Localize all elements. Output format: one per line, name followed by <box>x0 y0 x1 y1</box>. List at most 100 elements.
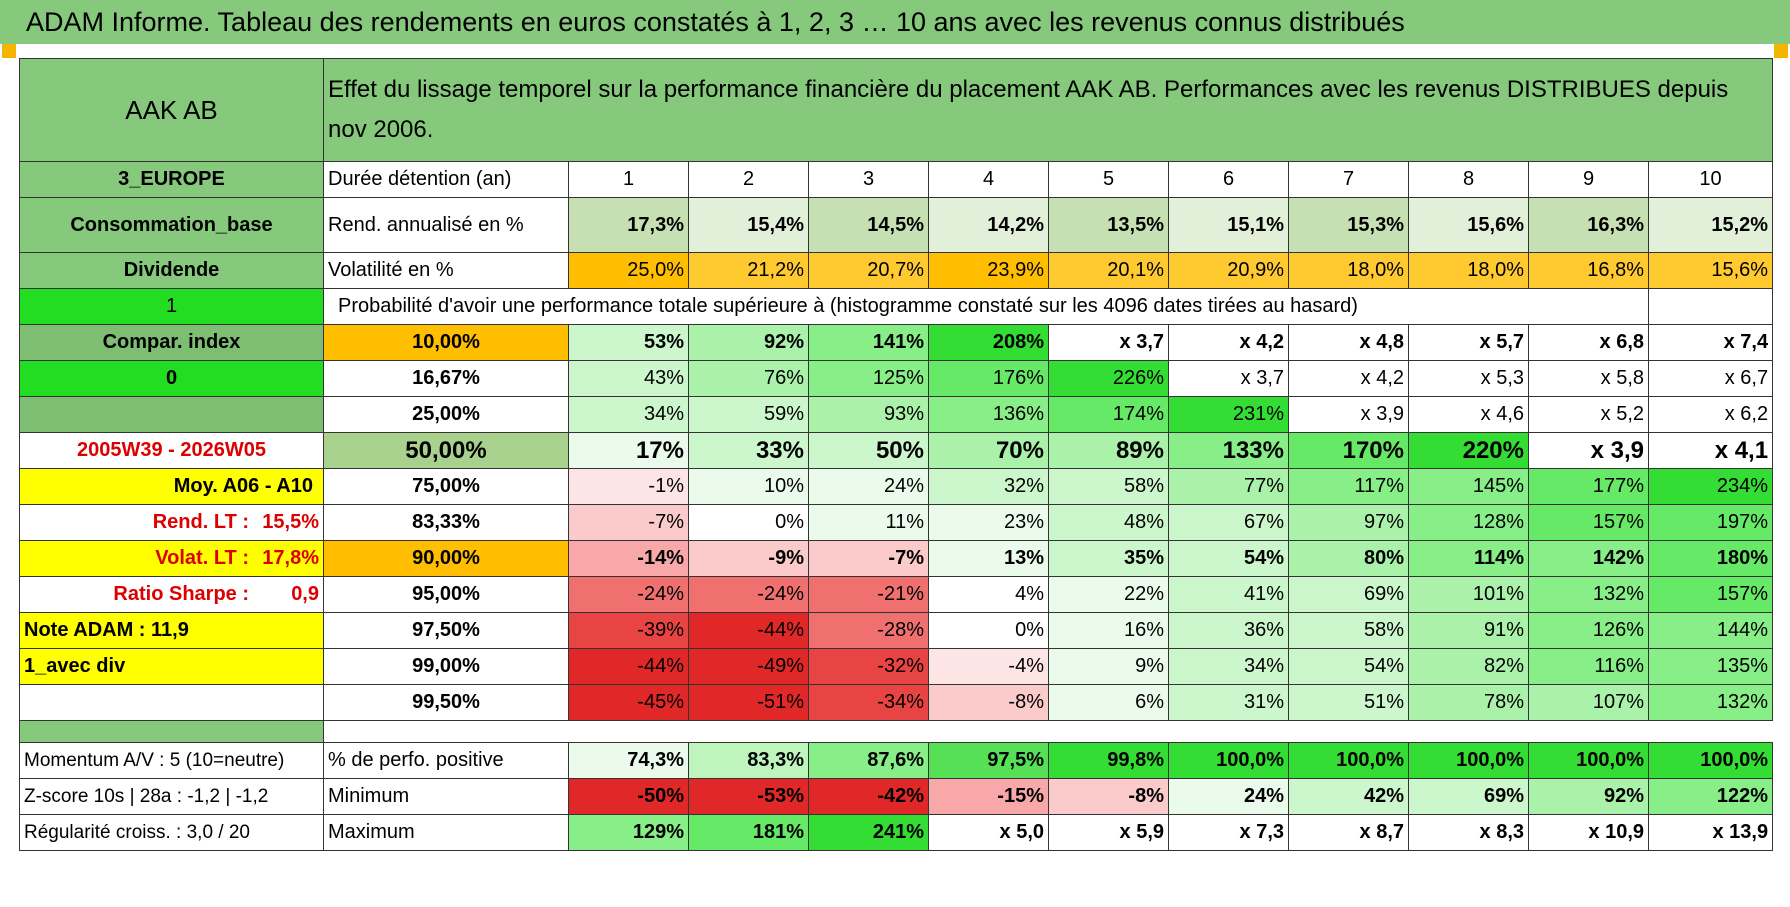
prob-value-6: 41% <box>1168 576 1289 613</box>
prob-threshold: 10,00% <box>323 324 569 361</box>
gap-cell <box>1049 721 1169 743</box>
prob-value-4: -4% <box>928 648 1049 685</box>
prob-value-6: 67% <box>1168 504 1289 541</box>
prob-value-5: 226% <box>1048 360 1169 397</box>
prob-threshold: 83,33% <box>323 504 569 541</box>
prob-threshold: 50,00% <box>323 432 569 469</box>
prob-value-4: 136% <box>928 396 1049 433</box>
prob-value-7: 97% <box>1288 504 1409 541</box>
corner-marker-right <box>1774 44 1788 58</box>
pos-value-3: 87,6% <box>808 742 929 779</box>
prob-value-6: 77% <box>1168 468 1289 505</box>
prob-value-7: 69% <box>1288 576 1409 613</box>
duration-row: 3_EUROPE Durée détention (an) 1 2 3 4 5 6 7 8 9 10 <box>19 161 1774 198</box>
prob-value-2: 92% <box>688 324 809 361</box>
year-header-9: 9 <box>1528 161 1649 198</box>
year-header-5: 5 <box>1048 161 1169 198</box>
avec-div-label: 1_avec div <box>19 648 324 685</box>
min-value-2: -53% <box>688 778 809 815</box>
prob-value-2: 76% <box>688 360 809 397</box>
min-value-7: 42% <box>1288 778 1409 815</box>
gap-green-cell <box>19 720 324 743</box>
prob-value-8: 82% <box>1408 648 1529 685</box>
prob-value-1: 17% <box>568 432 689 469</box>
gap-cell <box>1169 721 1289 743</box>
prob-row: Note ADAM : 11,9 97,50% -39% -44% -28% 0% 16% 3… <box>19 612 1774 649</box>
prob-value-9: 126% <box>1528 612 1649 649</box>
prob-value-4: 23% <box>928 504 1049 541</box>
max-row: Régularité croiss. : 3,0 / 20 Maximum 129%… <box>19 814 1774 851</box>
prob-value-9: x 6,8 <box>1528 324 1649 361</box>
min-value-8: 69% <box>1408 778 1529 815</box>
moy-label: Moy. A06 - A10 <box>19 468 324 505</box>
prob-value-8: 114% <box>1408 540 1529 577</box>
prob-value-2: 0% <box>688 504 809 541</box>
max-value-5: x 5,9 <box>1048 814 1169 851</box>
prob-threshold: 99,00% <box>323 648 569 685</box>
min-value-4: -15% <box>928 778 1049 815</box>
max-label: Maximum <box>323 814 569 851</box>
max-value-4: x 5,0 <box>928 814 1049 851</box>
sharpe: Ratio Sharpe : 0,9 <box>19 576 324 613</box>
gap-cell <box>809 721 929 743</box>
max-value-2: 181% <box>688 814 809 851</box>
min-value-1: -50% <box>568 778 689 815</box>
vol-row: Dividende Volatilité en % 25,0% 21,2% 20,7% 2… <box>19 252 1774 289</box>
rend-lt-label: Rend. LT : <box>152 511 249 533</box>
vol-value-7: 18,0% <box>1288 252 1409 289</box>
vol-value-4: 23,9% <box>928 252 1049 289</box>
gap-cell <box>324 721 569 743</box>
prob-value-3: 11% <box>808 504 929 541</box>
prob-value-8: x 5,7 <box>1408 324 1529 361</box>
pos-value-8: 100,0% <box>1408 742 1529 779</box>
prob-value-5: 58% <box>1048 468 1169 505</box>
gap-cell <box>1529 721 1649 743</box>
prob-value-9: 107% <box>1528 684 1649 721</box>
year-header-2: 2 <box>688 161 809 198</box>
vol-value-1: 25,0% <box>568 252 689 289</box>
year-header-6: 6 <box>1168 161 1289 198</box>
prob-value-1: 43% <box>568 360 689 397</box>
pos-value-10: 100,0% <box>1647 742 1774 779</box>
prob-value-6: x 3,7 <box>1168 360 1289 397</box>
prob-value-7: x 4,8 <box>1288 324 1409 361</box>
prob-value-6: 231% <box>1168 396 1289 433</box>
prob-value-1: -1% <box>568 468 689 505</box>
prob-row: 1_avec div 99,00% -44% -49% -32% -4% 9% 34% 54% 8… <box>19 648 1774 685</box>
volat-lt: Volat. LT : 17,8% <box>19 540 324 577</box>
prob-row: 25,00% 34% 59% 93% 136% 174% 231% x 3,9 x 4,6 x 5… <box>19 396 1774 433</box>
prob-value-6: x 4,2 <box>1168 324 1289 361</box>
prob-value-6: 133% <box>1168 432 1289 469</box>
prob-value-5: 9% <box>1048 648 1169 685</box>
prob-value-2: -24% <box>688 576 809 613</box>
rend-value-7: 15,3% <box>1288 197 1409 253</box>
prob-value-2: 59% <box>688 396 809 433</box>
year-header-7: 7 <box>1288 161 1409 198</box>
prob-value-7: 54% <box>1288 648 1409 685</box>
min-value-3: -42% <box>808 778 929 815</box>
region-label: 3_EUROPE <box>19 161 324 198</box>
prob-value-8: 101% <box>1408 576 1529 613</box>
min-label: Minimum <box>323 778 569 815</box>
rend-value-9: 16,3% <box>1528 197 1649 253</box>
prob-value-9: 177% <box>1528 468 1649 505</box>
prob-value-8: 145% <box>1408 468 1529 505</box>
prob-value-4: 208% <box>928 324 1049 361</box>
duration-label: Durée détention (an) <box>323 161 569 198</box>
prob-threshold: 90,00% <box>323 540 569 577</box>
year-header-1: 1 <box>568 161 689 198</box>
max-value-3: 241% <box>808 814 929 851</box>
prob-value-10: x 6,2 <box>1647 396 1774 433</box>
pos-value-5: 99,8% <box>1048 742 1169 779</box>
max-value-6: x 7,3 <box>1168 814 1289 851</box>
period-label: 2005W39 - 2026W05 <box>19 432 324 469</box>
prob-value-4: 176% <box>928 360 1049 397</box>
prob-value-10: x 6,7 <box>1647 360 1774 397</box>
gap-cell <box>929 721 1049 743</box>
prob-value-8: 128% <box>1408 504 1529 541</box>
prob-value-6: 34% <box>1168 648 1289 685</box>
prob-value-5: 48% <box>1048 504 1169 541</box>
year-header-10: 10 <box>1647 161 1774 198</box>
prob-value-6: 54% <box>1168 540 1289 577</box>
prob-value-1: -14% <box>568 540 689 577</box>
